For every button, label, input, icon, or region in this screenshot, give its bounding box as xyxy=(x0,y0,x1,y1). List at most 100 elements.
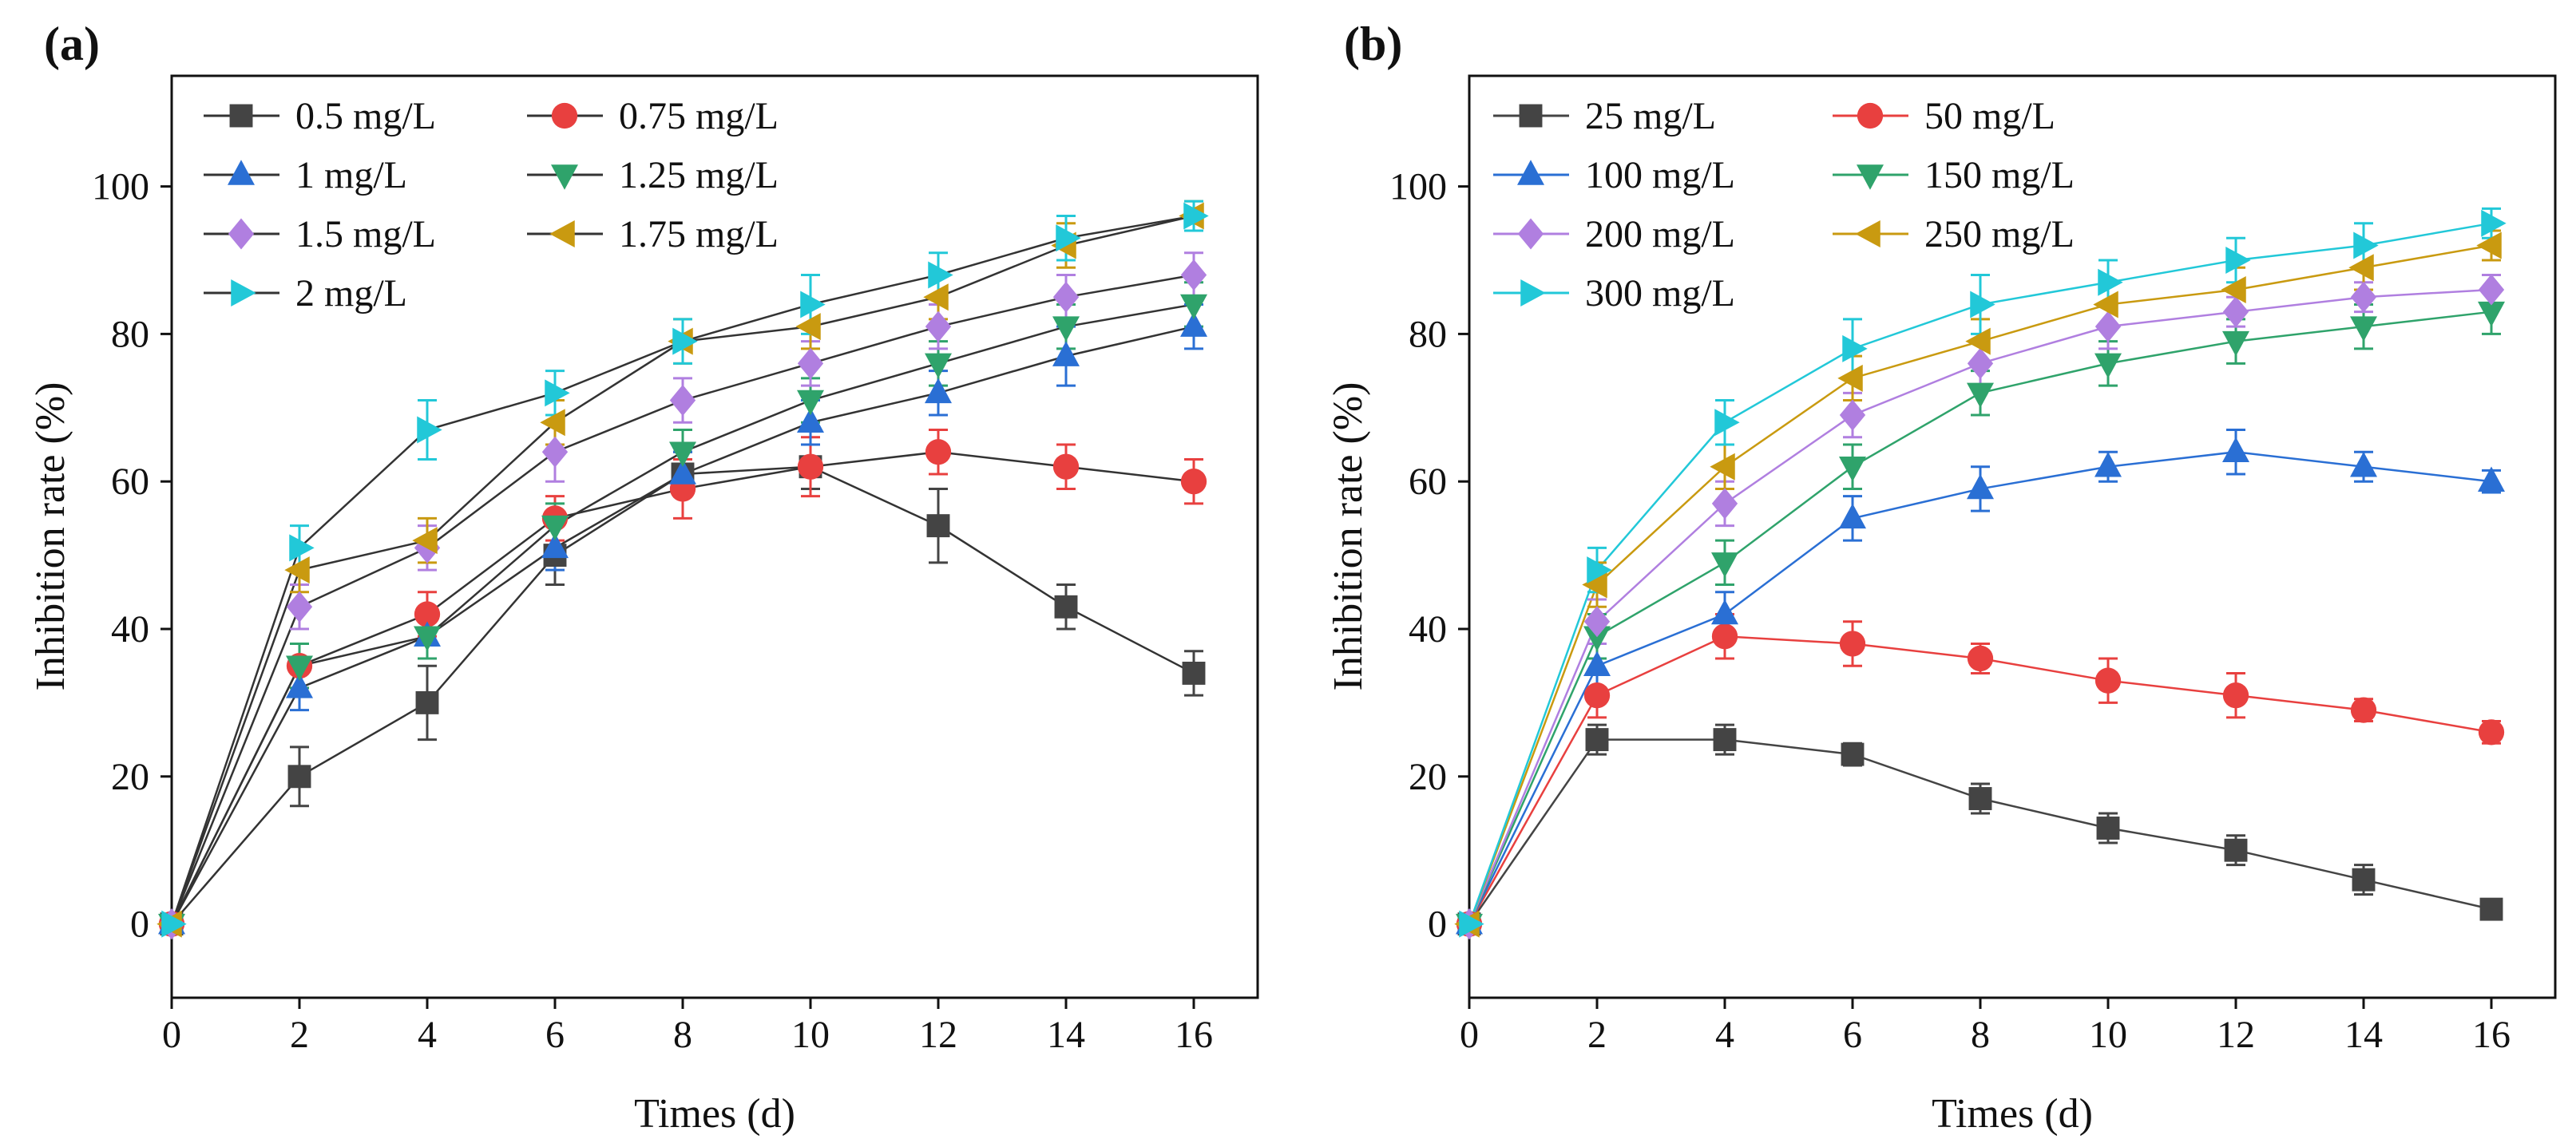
data-point xyxy=(797,390,824,416)
y-axis-title-b: Inhibition rate (%) xyxy=(1326,382,1371,691)
data-point xyxy=(669,385,696,417)
x-tick-label: 14 xyxy=(2344,1014,2383,1056)
legend-b: 25 mg/L 50 mg/L 100 mg/L 150 mg/L 200 mg/L 25… xyxy=(1493,95,2075,314)
data-point xyxy=(1052,316,1080,342)
plot-frame-a xyxy=(170,74,1259,999)
data-point xyxy=(2222,330,2249,357)
data-point xyxy=(1965,327,1991,355)
data-point xyxy=(1052,281,1080,313)
data-point xyxy=(1182,661,1206,685)
data-point xyxy=(2350,697,2377,723)
data-point xyxy=(414,626,441,651)
x-tick-label: 4 xyxy=(1715,1014,1734,1056)
legend-label: 200 mg/L xyxy=(1585,213,1735,255)
legend-marker xyxy=(228,218,255,250)
y-tick-label: 40 xyxy=(1409,608,1447,651)
panel-label-a: (a) xyxy=(44,18,100,70)
data-point xyxy=(1583,651,1611,676)
data-point xyxy=(2222,682,2249,709)
data-point xyxy=(1583,626,1611,651)
data-point xyxy=(1714,409,1740,437)
data-point xyxy=(1713,728,1737,752)
data-point xyxy=(2350,281,2377,313)
series-line xyxy=(170,274,1195,925)
data-point xyxy=(797,453,824,480)
y-tick-label: 0 xyxy=(130,904,149,946)
data-point xyxy=(925,378,952,404)
legend-marker xyxy=(1517,218,1544,250)
legend-label: 250 mg/L xyxy=(1924,213,2075,255)
data-point xyxy=(287,765,311,789)
x-tick-label: 6 xyxy=(545,1014,565,1056)
data-point xyxy=(2094,452,2122,477)
y-tick-label: 0 xyxy=(1428,904,1447,946)
legend-label: 100 mg/L xyxy=(1585,154,1735,196)
data-point xyxy=(1052,341,1080,366)
panel-label-b: (b) xyxy=(1344,18,1402,70)
data-point xyxy=(1180,259,1207,291)
x-tick-label: 2 xyxy=(290,1014,309,1056)
legend-marker xyxy=(1520,279,1546,307)
data-point xyxy=(1967,473,1994,500)
data-point xyxy=(2478,301,2505,327)
data-point xyxy=(2353,231,2379,259)
data-point xyxy=(2096,817,2120,840)
data-point xyxy=(928,261,953,289)
panel-b: (b) Inhibition rate (%) Times (d) 0 2 4 6 8 1… xyxy=(1326,18,2557,1137)
y-tick-label: 20 xyxy=(1409,756,1447,798)
x-tick-label: 8 xyxy=(1971,1014,1990,1056)
data-point xyxy=(1583,682,1611,709)
data-point xyxy=(2222,296,2249,328)
data-point xyxy=(2221,275,2246,303)
data-point xyxy=(2225,247,2251,274)
x-axis-title-a: Times (d) xyxy=(634,1091,795,1137)
y-tick-label: 60 xyxy=(111,461,149,503)
data-point xyxy=(541,436,569,468)
data-point xyxy=(415,690,439,714)
data-point xyxy=(1839,631,1866,657)
data-point xyxy=(800,291,826,318)
data-point xyxy=(925,439,952,465)
data-point xyxy=(672,327,698,355)
x-tick-label: 12 xyxy=(919,1014,957,1056)
data-point xyxy=(1054,595,1078,619)
data-point xyxy=(2224,838,2248,862)
legend-marker xyxy=(1857,164,1884,190)
data-point xyxy=(2094,310,2122,342)
data-point xyxy=(1459,910,1484,938)
data-point xyxy=(2478,466,2505,492)
data-point xyxy=(1841,742,1865,766)
axis-ticks-b: 0 2 4 6 8 10 12 14 16 0 20 40 60 80 100 xyxy=(1389,166,2511,1056)
data-point xyxy=(1180,469,1207,495)
panel-a: (a) Inhibition rate (%) Times (d) 0 2 4 6 8 1… xyxy=(28,18,1259,1137)
data-point xyxy=(1967,382,1994,409)
data-point xyxy=(1585,728,1609,752)
y-axis-title-a: Inhibition rate (%) xyxy=(28,382,73,691)
data-point xyxy=(545,379,570,407)
data-point xyxy=(1582,571,1607,599)
data-point xyxy=(795,313,821,341)
legend-marker xyxy=(1519,104,1543,128)
legend-label: 1 mg/L xyxy=(295,154,407,196)
legend-label: 2 mg/L xyxy=(295,272,407,314)
x-tick-label: 16 xyxy=(2472,1014,2511,1056)
legend-a: 0.5 mg/L 0.75 mg/L 1 mg/L 1.25 mg/L 1.5 mg/L… xyxy=(204,95,779,314)
x-tick-label: 6 xyxy=(1843,1014,1862,1056)
y-tick-label: 80 xyxy=(1409,313,1447,355)
legend-label: 1.75 mg/L xyxy=(619,213,779,255)
data-point xyxy=(926,514,950,538)
data-point xyxy=(541,532,569,559)
data-point xyxy=(1180,294,1207,320)
data-point xyxy=(412,527,438,555)
x-tick-label: 14 xyxy=(1047,1014,1085,1056)
data-point xyxy=(286,655,313,681)
x-axis-title-b: Times (d) xyxy=(1932,1091,2093,1137)
data-point xyxy=(2478,719,2505,746)
legend-marker xyxy=(549,220,575,247)
data-point xyxy=(286,673,313,698)
legend-marker xyxy=(229,104,253,128)
plot-frame-b xyxy=(1468,74,2557,999)
data-point xyxy=(1583,606,1611,638)
data-point xyxy=(2094,667,2122,694)
